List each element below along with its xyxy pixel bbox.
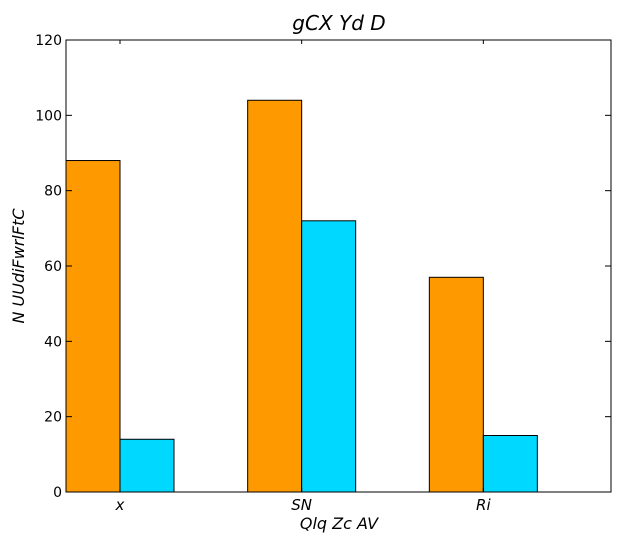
- y-tick-label: 120: [35, 33, 62, 49]
- ticks-layer: [66, 39, 611, 493]
- y-tick-label: 100: [35, 108, 62, 124]
- y-tick-label: 80: [44, 184, 62, 200]
- bar-Ri-series-1: [428, 276, 484, 493]
- x-tick-label: x: [115, 496, 125, 514]
- bar-SN-series-2: [301, 220, 357, 493]
- y-tick-label: 0: [53, 485, 62, 501]
- y-tick-label: 40: [44, 334, 62, 350]
- x-axis-label: Qlq Zc AV: [300, 514, 379, 533]
- bar-x-series-2: [119, 438, 175, 493]
- y-tick-label: 20: [44, 410, 62, 426]
- x-tick-label: Ri: [476, 496, 491, 514]
- y-tick-label: 60: [44, 259, 62, 275]
- x-tick-label: SN: [291, 496, 312, 514]
- bar-Ri-series-2: [482, 435, 538, 493]
- y-tick-labels: 0 20 40 60 80 100 120: [35, 33, 62, 501]
- bars-layer: [65, 99, 538, 493]
- bar-SN-series-1: [247, 99, 303, 493]
- chart-title: gCX Yd D: [292, 11, 385, 35]
- bar-x-series-1: [65, 160, 121, 493]
- y-axis-label: N UUdiFwrlFtC: [9, 208, 28, 324]
- x-tick-labels: x SN Ri: [115, 496, 492, 514]
